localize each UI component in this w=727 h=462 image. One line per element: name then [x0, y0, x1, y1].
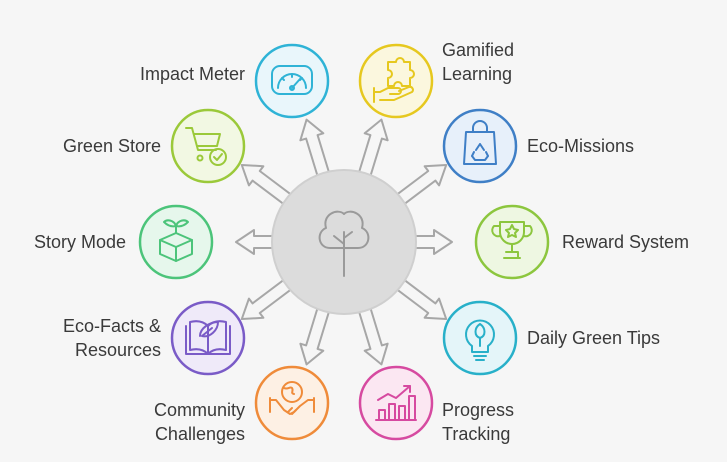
feature-circle-gamified-learning [358, 43, 434, 119]
label-gamified-learning-line-1: Gamified [442, 40, 515, 60]
feature-circle-impact-meter [254, 43, 330, 119]
label-daily-green-tips: Daily Green Tips [527, 328, 661, 348]
globe-handshake-icon [269, 381, 315, 415]
recycle-bag-icon [463, 120, 497, 165]
tree-icon [318, 210, 370, 277]
label-eco-facts-line-2: Resources [74, 340, 161, 360]
feature-circle-progress-tracking [358, 365, 434, 441]
gauge-icon [271, 65, 313, 95]
trophy-icon [491, 221, 533, 259]
label-gamified-learning-line-2: Learning [442, 64, 513, 84]
puzzle-hand-icon [373, 57, 415, 103]
label-impact-meter: Impact Meter [139, 64, 245, 84]
sprout-box-icon [159, 219, 193, 262]
feature-circle-reward-system [474, 204, 550, 280]
cart-check-icon [185, 127, 227, 166]
label-progress-tracking: Progress Tracking [442, 398, 514, 446]
label-progress-tracking-line-1: Progress [442, 400, 515, 420]
label-green-store: Green Store [62, 136, 161, 156]
feature-circle-community-challenges [254, 365, 330, 441]
leaf-bulb-icon [465, 319, 495, 361]
label-community-challenges-line-1: Community [153, 400, 245, 420]
feature-circle-daily-green-tips [442, 300, 518, 376]
feature-circle-eco-facts [170, 300, 246, 376]
leaf-book-icon [185, 320, 231, 355]
feature-circle-green-store [170, 108, 246, 184]
feature-circle-story-mode [138, 204, 214, 280]
label-eco-facts-line-1: Eco-Facts & [62, 316, 161, 336]
label-story-mode: Story Mode [33, 232, 126, 252]
label-gamified-learning: Gamified Learning [442, 38, 514, 86]
growth-chart-icon [375, 385, 417, 421]
label-eco-missions: Eco-Missions [527, 136, 635, 156]
label-community-challenges-line-2: Challenges [154, 424, 245, 444]
label-progress-tracking-line-2: Tracking [442, 424, 511, 444]
label-eco-facts: Eco-Facts & Resources [63, 314, 161, 362]
label-reward-system: Reward System [562, 232, 690, 252]
label-community-challenges: Community Challenges [154, 398, 245, 446]
feature-circle-eco-missions [442, 108, 518, 184]
